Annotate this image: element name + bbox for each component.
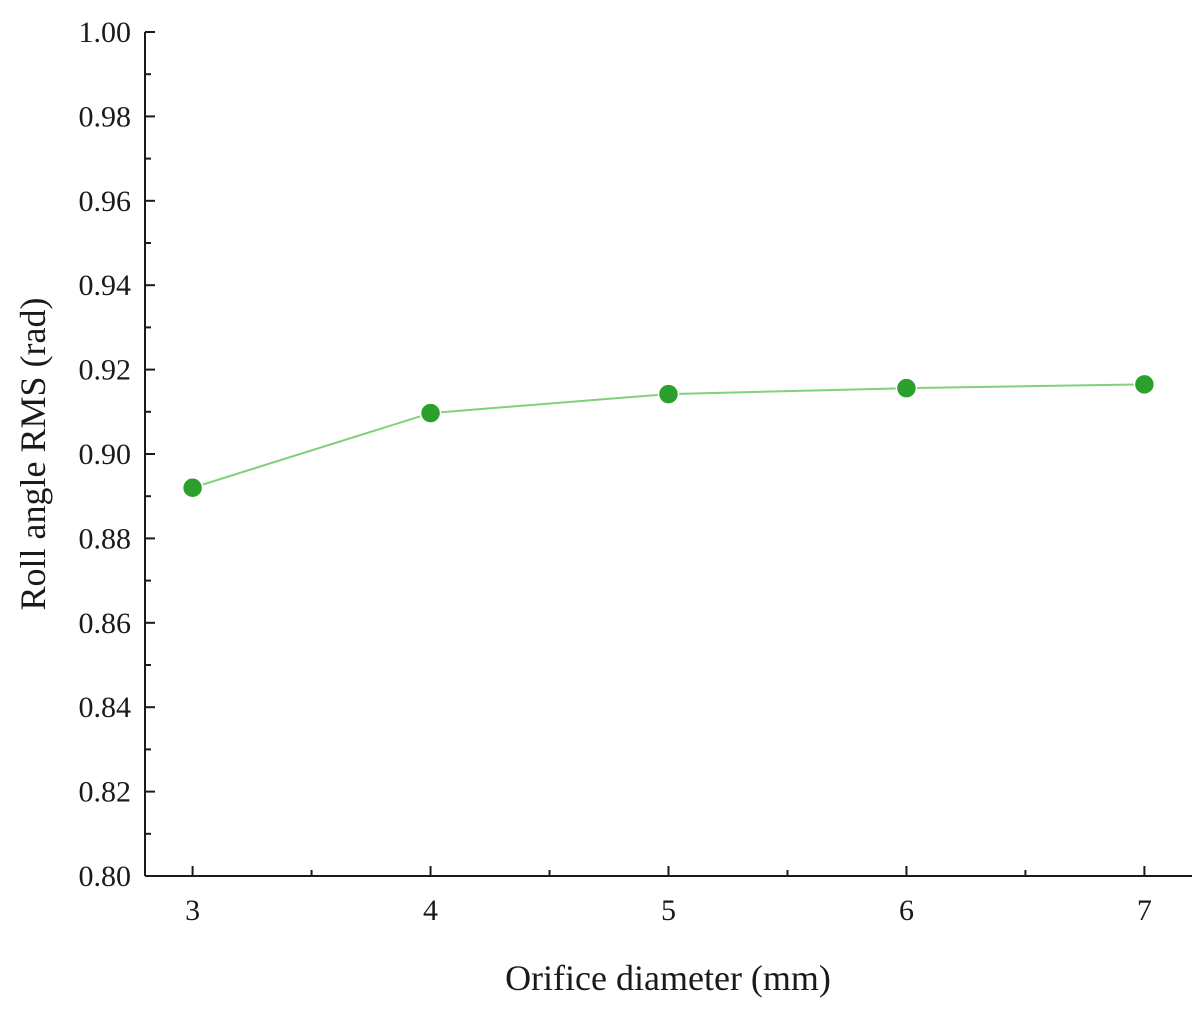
- y-axis-title: Roll angle RMS (rad): [13, 298, 53, 611]
- y-tick-label: 0.82: [79, 776, 132, 809]
- y-tick-label: 1.00: [79, 16, 132, 49]
- y-tick-label: 0.80: [79, 860, 132, 893]
- y-tick-label: 0.84: [79, 691, 132, 724]
- y-tick-label: 0.98: [79, 100, 132, 133]
- axis-ticks: 0.80 0.82 0.84 0.86 0.88 0.90 0.92 0.94 0.96 0.98…: [79, 16, 1152, 927]
- y-tick-label: 0.94: [79, 269, 132, 302]
- y-tick-label: 0.88: [79, 522, 132, 555]
- x-tick-label: 5: [661, 894, 676, 927]
- x-tick-label: 6: [899, 894, 914, 927]
- data-point: [1133, 373, 1156, 396]
- data-point: [895, 377, 918, 399]
- y-tick-label: 0.86: [79, 607, 132, 640]
- x-tick-label: 4: [423, 894, 438, 927]
- y-tick-label: 0.96: [79, 185, 132, 218]
- y-tick-label: 0.90: [79, 438, 132, 471]
- series-group: [181, 373, 1156, 499]
- x-tick-label: 3: [185, 894, 200, 927]
- data-point: [419, 402, 442, 424]
- y-tick-label: 0.92: [79, 354, 132, 387]
- data-point: [181, 477, 204, 499]
- data-point: [657, 383, 680, 405]
- x-axis-title: Orifice diameter (mm): [505, 958, 831, 998]
- x-tick-label: 7: [1137, 894, 1152, 927]
